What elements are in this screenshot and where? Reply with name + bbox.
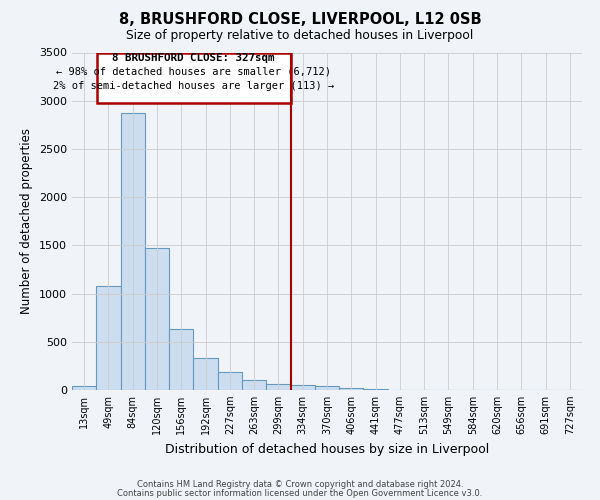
Text: 8, BRUSHFORD CLOSE, LIVERPOOL, L12 0SB: 8, BRUSHFORD CLOSE, LIVERPOOL, L12 0SB — [119, 12, 481, 28]
Bar — [339, 388, 364, 390]
Bar — [169, 329, 193, 390]
X-axis label: Distribution of detached houses by size in Liverpool: Distribution of detached houses by size … — [165, 442, 489, 456]
Text: ← 98% of detached houses are smaller (6,712): ← 98% of detached houses are smaller (6,… — [56, 66, 331, 76]
Bar — [242, 380, 266, 390]
Text: Size of property relative to detached houses in Liverpool: Size of property relative to detached ho… — [127, 29, 473, 42]
Bar — [193, 358, 218, 390]
Bar — [72, 386, 96, 390]
FancyBboxPatch shape — [97, 54, 290, 102]
Bar — [266, 384, 290, 390]
Bar — [218, 372, 242, 390]
Bar — [145, 248, 169, 390]
Text: Contains HM Land Registry data © Crown copyright and database right 2024.: Contains HM Land Registry data © Crown c… — [137, 480, 463, 489]
Y-axis label: Number of detached properties: Number of detached properties — [20, 128, 34, 314]
Bar — [315, 386, 339, 390]
Text: 8 BRUSHFORD CLOSE: 327sqm: 8 BRUSHFORD CLOSE: 327sqm — [112, 54, 275, 64]
Text: Contains public sector information licensed under the Open Government Licence v3: Contains public sector information licen… — [118, 488, 482, 498]
Text: 2% of semi-detached houses are larger (113) →: 2% of semi-detached houses are larger (1… — [53, 81, 334, 91]
Bar — [290, 385, 315, 390]
Bar — [364, 389, 388, 390]
Bar — [96, 286, 121, 390]
Bar — [121, 114, 145, 390]
